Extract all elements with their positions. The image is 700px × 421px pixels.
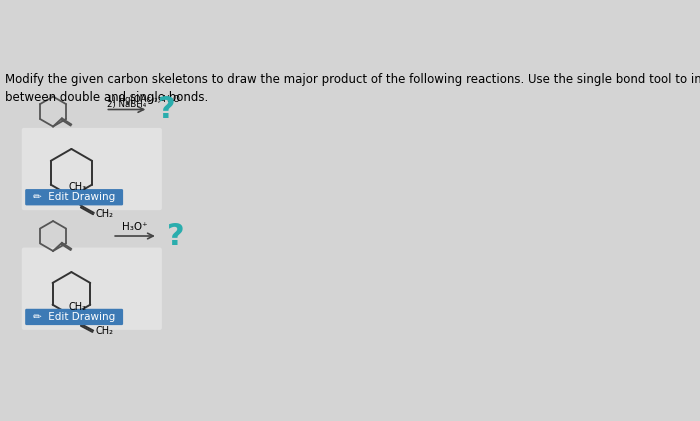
Text: CH₂: CH₂ [95,326,113,336]
Text: CH₂: CH₂ [68,302,86,312]
Text: H₃O⁺: H₃O⁺ [122,222,148,232]
Text: Modify the given carbon skeletons to draw the major product of the following rea: Modify the given carbon skeletons to dra… [6,73,700,104]
Text: ?: ? [158,95,176,124]
FancyBboxPatch shape [22,248,162,330]
Text: 1) Hg(OAc)₂, H₂O: 1) Hg(OAc)₂, H₂O [107,95,180,104]
Text: CH₂: CH₂ [96,208,114,218]
Text: ✏  Edit Drawing: ✏ Edit Drawing [33,312,116,322]
Text: ?: ? [167,221,185,250]
FancyBboxPatch shape [25,309,123,325]
Text: ✏  Edit Drawing: ✏ Edit Drawing [33,192,116,202]
FancyBboxPatch shape [22,128,162,210]
Text: CH₃: CH₃ [68,182,86,192]
FancyBboxPatch shape [25,189,123,205]
Text: 2) NaBH₄: 2) NaBH₄ [107,100,146,109]
